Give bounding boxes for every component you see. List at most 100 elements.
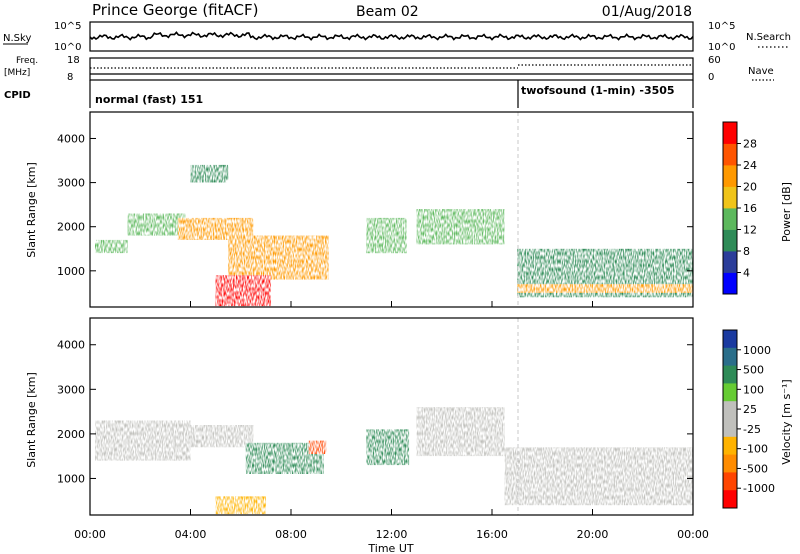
velocity-colorbar-swatch-2 xyxy=(723,347,737,366)
power-panel-region-10 xyxy=(517,284,693,293)
velocity-panel-region-4 xyxy=(308,440,327,454)
freq-bottom-tick: 8 xyxy=(67,72,73,83)
velocity-y-label: Slant Range [km] xyxy=(25,372,38,468)
velocity-colorbar-swatch-10 xyxy=(723,490,737,509)
power-ytick-label-1: 1000 xyxy=(57,265,85,278)
velocity-colorbar-label-6: -100 xyxy=(743,443,768,456)
power-ytick-label-2: 2000 xyxy=(57,221,85,234)
power-panel: 1000 2000 3000 4000 Slant Range [km] 4 8 12 16… xyxy=(25,111,793,308)
xtick-label-1: 00:00 xyxy=(74,528,106,541)
velocity-panel-region-6 xyxy=(366,429,410,466)
velocity-panel-region-2 xyxy=(177,425,254,448)
velocity-colorbar-swatch-8 xyxy=(723,454,737,473)
freq-panel: Freq. [MHz] 18 8 60 0 Nave xyxy=(4,55,774,83)
date-label: 01/Aug/2018 xyxy=(602,4,692,20)
nsearch-top-tick: 10^5 xyxy=(708,21,735,32)
x-axis-label: Time UT xyxy=(367,542,413,554)
power-colorbar-label-2: 8 xyxy=(743,245,750,258)
velocity-panel-region-7 xyxy=(416,407,505,457)
nsky-trace xyxy=(89,31,694,41)
velocity-panel-region-1 xyxy=(95,420,191,461)
cpid-label: CPID xyxy=(4,90,31,101)
velocity-ytick-label-3: 3000 xyxy=(57,383,85,396)
nave-label: Nave xyxy=(748,66,774,77)
velocity-colorbar-frame xyxy=(722,329,738,509)
power-panel-region-1 xyxy=(95,239,128,254)
power-panel-region-7 xyxy=(366,217,407,254)
velocity-panel-region-5 xyxy=(215,496,266,515)
velocity-ytick-label-2: 2000 xyxy=(57,428,85,441)
power-colorbar-label: Power [dB] xyxy=(780,182,793,242)
power-panel-region-6 xyxy=(215,275,271,307)
cpid-segment-2: twofsound (1-min) -3505 xyxy=(521,84,675,97)
power-panel-region-5 xyxy=(228,235,329,280)
freq-unit: [MHz] xyxy=(4,68,30,78)
velocity-colorbar-label-4: 25 xyxy=(743,403,757,416)
velocity-colorbar-label-5: -25 xyxy=(743,423,761,436)
nave-bottom-tick: 0 xyxy=(708,72,714,83)
power-ytick-label-3: 3000 xyxy=(57,177,85,190)
velocity-panel: 1000 2000 3000 4000 Slant Range [km] 00:00 0… xyxy=(25,301,793,554)
velocity-colorbar: 1000 500 100 25 -25 -100 -500 -1000 xyxy=(722,329,775,509)
power-colorbar-swatch-3 xyxy=(723,229,737,252)
power-colorbar-swatch-7 xyxy=(723,143,737,166)
nsearch-label: N.Search xyxy=(746,32,791,43)
velocity-scatter xyxy=(95,407,693,515)
velocity-colorbar-swatch-7 xyxy=(723,436,737,455)
station-title: Prince George (fitACF) xyxy=(92,1,258,19)
nsky-panel: N.Sky 10^5 10^0 10^5 10^0 N.Search xyxy=(3,21,791,53)
velocity-colorbar-label: Velocity [m s⁻¹] xyxy=(780,379,793,464)
velocity-colorbar-label-2: 500 xyxy=(743,364,764,377)
velocity-colorbar-swatch-9 xyxy=(723,472,737,491)
beam-label: Beam 02 xyxy=(356,4,419,20)
power-colorbar-label-5: 20 xyxy=(743,181,757,194)
power-colorbar-swatch-6 xyxy=(723,165,737,187)
velocity-colorbar-label-7: -500 xyxy=(743,462,768,475)
velocity-colorbar-label-3: 100 xyxy=(743,383,764,396)
velocity-y-axis: 1000 2000 3000 4000 xyxy=(57,339,693,485)
power-colorbar-label-7: 28 xyxy=(743,138,757,151)
power-panel-region-2 xyxy=(127,213,186,236)
velocity-colorbar-swatch-4 xyxy=(723,383,737,402)
power-ytick-label-4: 4000 xyxy=(57,132,85,145)
xtick-label-7: 00:00 xyxy=(677,528,709,541)
velocity-colorbar-label-8: -1000 xyxy=(743,482,775,495)
power-colorbar-swatch-4 xyxy=(723,208,737,230)
power-y-axis: 1000 2000 3000 4000 xyxy=(57,132,693,278)
freq-label: Freq. xyxy=(16,56,38,66)
xtick-label-3: 08:00 xyxy=(275,528,307,541)
xtick-label-6: 20:00 xyxy=(577,528,609,541)
power-colorbar: 4 8 12 16 20 24 28 xyxy=(722,121,757,295)
power-colorbar-swatch-2 xyxy=(723,251,737,273)
velocity-colorbar-swatch-3 xyxy=(723,365,737,384)
power-colorbar-swatch-1 xyxy=(723,272,737,295)
velocity-panel-region-8 xyxy=(504,447,693,506)
xtick-label-5: 16:00 xyxy=(476,528,508,541)
power-colorbar-swatch-5 xyxy=(723,186,737,209)
freq-top-tick: 18 xyxy=(67,55,80,66)
power-colorbar-label-1: 4 xyxy=(743,267,750,280)
velocity-colorbar-swatch-6 xyxy=(723,419,737,438)
power-panel-region-4 xyxy=(190,164,229,183)
nsearch-bottom-tick: 10^0 xyxy=(708,42,735,53)
velocity-colorbar-label-1: 1000 xyxy=(743,344,771,357)
power-scatter xyxy=(95,164,693,307)
velocity-colorbar-swatch-1 xyxy=(723,330,737,349)
cpid-row: CPID normal (fast) 151 twofsound (1-min)… xyxy=(4,80,694,108)
time-x-axis: 00:00 04:00 08:00 12:00 16:00 20:00 00:00 xyxy=(74,301,709,541)
nsky-label: N.Sky xyxy=(3,33,31,44)
power-panel-region-3 xyxy=(177,217,254,240)
nsky-line xyxy=(89,31,694,41)
velocity-colorbar-swatch-5 xyxy=(723,401,737,420)
xtick-label-2: 04:00 xyxy=(175,528,207,541)
velocity-ytick-label-4: 4000 xyxy=(57,339,85,352)
power-colorbar-swatch-8 xyxy=(723,122,737,144)
power-panel-region-8 xyxy=(416,209,505,245)
nave-top-tick: 60 xyxy=(708,55,721,66)
velocity-ytick-label-1: 1000 xyxy=(57,472,85,485)
power-colorbar-label-6: 24 xyxy=(743,159,757,172)
power-y-label: Slant Range [km] xyxy=(25,162,38,258)
nsky-top-tick: 10^5 xyxy=(54,21,81,32)
power-colorbar-label-3: 12 xyxy=(743,224,757,237)
